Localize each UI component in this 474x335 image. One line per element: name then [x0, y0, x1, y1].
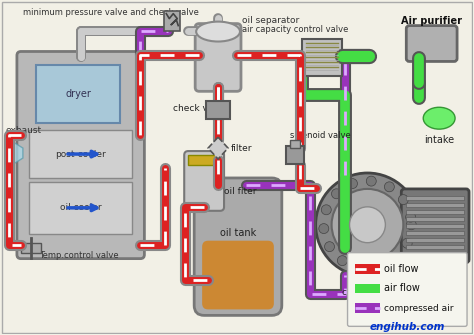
Circle shape: [321, 205, 331, 215]
Bar: [29, 130, 132, 178]
Text: air flow: air flow: [384, 283, 420, 293]
Bar: [302, 39, 342, 76]
Text: solenoid valve: solenoid valve: [290, 131, 351, 140]
Circle shape: [398, 195, 408, 205]
Circle shape: [337, 256, 347, 266]
FancyBboxPatch shape: [406, 25, 457, 61]
Circle shape: [406, 212, 416, 222]
Bar: [286, 146, 304, 164]
Text: oil cooler: oil cooler: [60, 203, 101, 212]
Bar: [164, 11, 180, 30]
Bar: [406, 217, 464, 221]
Text: Temp.control valve: Temp.control valve: [39, 251, 118, 260]
Bar: [355, 264, 381, 274]
FancyBboxPatch shape: [202, 241, 274, 310]
Bar: [355, 264, 381, 274]
Bar: [188, 155, 220, 165]
Bar: [29, 182, 132, 234]
Text: oil tank: oil tank: [220, 227, 256, 238]
FancyBboxPatch shape: [195, 23, 241, 91]
Text: exhaust: exhaust: [6, 126, 42, 135]
Text: compressed air: compressed air: [384, 304, 454, 313]
Circle shape: [406, 220, 416, 230]
Bar: [406, 252, 464, 256]
Bar: [206, 101, 230, 119]
Text: Air purifier: Air purifier: [401, 16, 462, 25]
Bar: [406, 196, 464, 200]
Polygon shape: [208, 137, 228, 159]
FancyBboxPatch shape: [17, 52, 145, 259]
FancyBboxPatch shape: [347, 253, 467, 326]
Text: air capacity control valve: air capacity control valve: [242, 25, 348, 34]
Text: compression engine: compression engine: [342, 288, 433, 297]
Bar: [355, 283, 381, 293]
Circle shape: [332, 189, 403, 261]
Text: intake: intake: [424, 135, 454, 145]
Ellipse shape: [423, 107, 455, 129]
Circle shape: [319, 223, 329, 233]
FancyBboxPatch shape: [194, 178, 282, 315]
Text: oil separator: oil separator: [242, 16, 299, 25]
Text: post-cooler: post-cooler: [55, 149, 106, 158]
Bar: [21, 243, 41, 253]
Bar: [406, 210, 464, 214]
Text: filter: filter: [231, 144, 253, 152]
Bar: [406, 203, 464, 207]
Polygon shape: [7, 138, 23, 168]
Text: dryer: dryer: [65, 89, 91, 99]
Circle shape: [347, 179, 357, 189]
Circle shape: [384, 182, 394, 192]
Circle shape: [391, 253, 401, 263]
Text: minimum pressure valve and check valve: minimum pressure valve and check valve: [23, 8, 199, 17]
Circle shape: [331, 189, 341, 199]
Bar: [355, 264, 381, 274]
Circle shape: [402, 238, 412, 248]
Text: engihub.com: engihub.com: [370, 322, 445, 332]
Bar: [355, 304, 381, 314]
FancyBboxPatch shape: [401, 189, 469, 263]
Circle shape: [316, 173, 419, 277]
Text: oil fiter: oil fiter: [224, 187, 256, 196]
Bar: [290, 140, 300, 148]
Circle shape: [349, 207, 385, 243]
Bar: [36, 65, 120, 123]
Circle shape: [325, 242, 335, 252]
FancyBboxPatch shape: [184, 151, 224, 211]
Bar: [406, 231, 464, 235]
Circle shape: [366, 176, 376, 186]
Ellipse shape: [196, 21, 240, 42]
Circle shape: [355, 263, 365, 273]
Text: oil flow: oil flow: [384, 264, 419, 274]
Text: check valve: check valve: [173, 104, 227, 113]
Bar: [355, 283, 381, 293]
Bar: [406, 245, 464, 249]
Bar: [355, 304, 381, 314]
Bar: [406, 224, 464, 228]
Bar: [406, 238, 464, 242]
Circle shape: [374, 262, 384, 272]
